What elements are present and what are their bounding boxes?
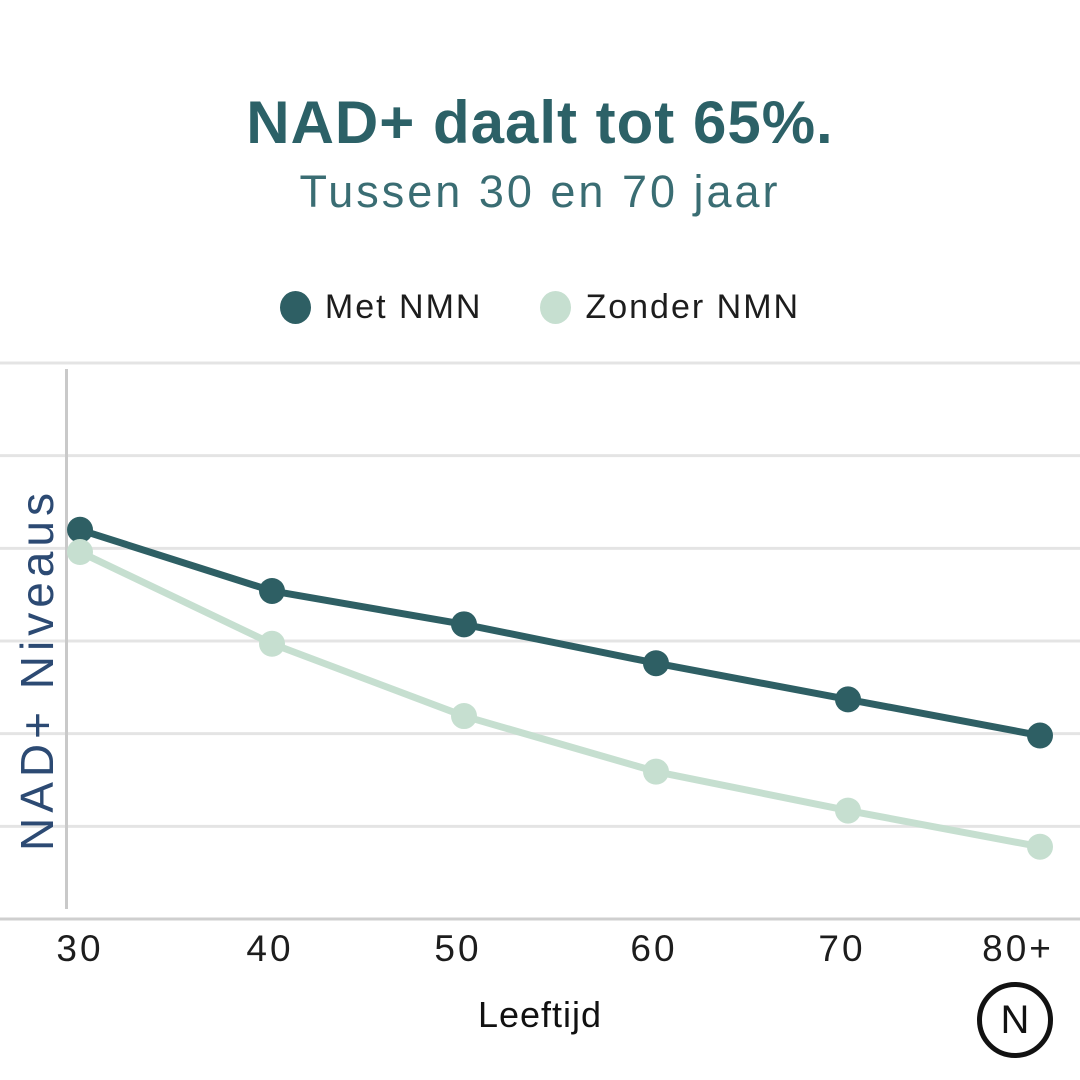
x-tick-80plus: 80+ (982, 928, 1054, 969)
x-tick-60: 60 (630, 928, 678, 969)
legend-item-met-nmn: Met NMN (279, 288, 483, 327)
legend-marker-zonder-nmn-icon (540, 291, 572, 324)
legend-label-zonder-nmn: Zonder NMN (585, 288, 801, 326)
brand-logo: N (977, 982, 1053, 1058)
chart-plot-area (0, 361, 1080, 921)
legend-marker-met-nmn-icon (279, 291, 311, 324)
x-tick-30: 30 (56, 928, 104, 969)
page-title: NAD+ daalt tot 65%. (246, 89, 834, 156)
x-tick-70: 70 (818, 928, 866, 969)
legend-label-met-nmn: Met NMN (324, 288, 483, 326)
x-tick-50: 50 (434, 928, 482, 969)
legend: Met NMN Zonder NMN (0, 288, 1080, 327)
line-chart (0, 361, 1080, 921)
x-tick-40: 40 (246, 928, 294, 969)
y-axis-label: NAD+ Niveaus (11, 488, 63, 852)
legend-item-zonder-nmn: Zonder NMN (540, 288, 800, 327)
x-axis-label: Leeftijd (477, 994, 603, 1035)
brand-logo-letter: N (1000, 998, 1030, 1042)
page-subtitle: Tussen 30 en 70 jaar (299, 166, 781, 217)
x-axis-ticks: 30 40 50 60 70 80+ (0, 928, 1080, 969)
